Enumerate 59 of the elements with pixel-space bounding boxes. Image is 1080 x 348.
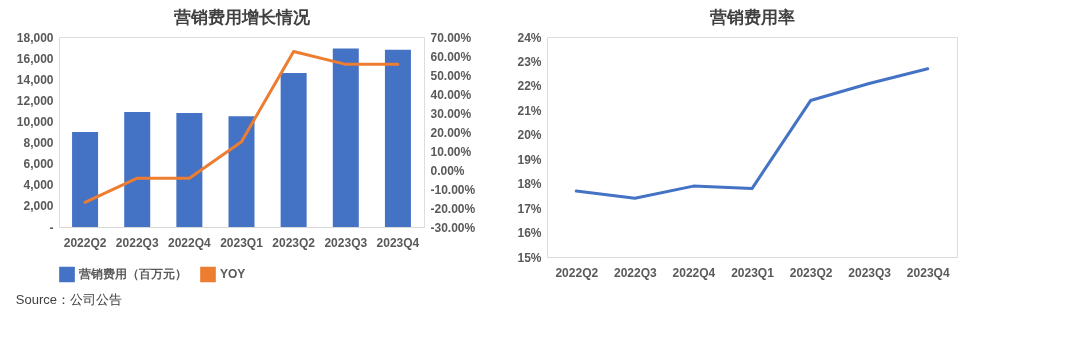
bar bbox=[176, 113, 203, 227]
x-tick-label: 2022Q4 bbox=[168, 235, 212, 250]
y-tick-label: 19% bbox=[517, 152, 542, 167]
y2-tick-label: -20.00% bbox=[430, 201, 476, 216]
x-tick-label: 2022Q3 bbox=[614, 265, 658, 280]
y-tick-label: 12,000 bbox=[16, 93, 54, 108]
line-series bbox=[83, 49, 400, 204]
y-tick-label: 6,000 bbox=[23, 157, 54, 172]
x-tick-label: 2023Q1 bbox=[220, 235, 264, 250]
bar bbox=[332, 48, 359, 227]
chart-title: 营销费用增长情况 bbox=[172, 8, 311, 27]
y-tick-label: - bbox=[49, 220, 54, 235]
y2-tick-label: 60.00% bbox=[430, 49, 472, 64]
y-tick-label: 22% bbox=[517, 79, 542, 94]
line-series bbox=[574, 67, 930, 200]
y2-tick-label: -10.00% bbox=[430, 182, 476, 197]
y2-tick-label: 20.00% bbox=[430, 125, 472, 140]
legend-label: 营销费用（百万元） bbox=[78, 267, 187, 282]
chart-title: 营销费用率 bbox=[708, 8, 795, 27]
y-tick-label: 18,000 bbox=[16, 30, 54, 45]
y-tick-label: 15% bbox=[517, 250, 542, 265]
x-tick-label: 2023Q4 bbox=[376, 235, 420, 250]
bar bbox=[280, 72, 307, 227]
y-tick-label: 18% bbox=[517, 177, 542, 192]
x-tick-label: 2023Q3 bbox=[848, 265, 892, 280]
x-tick-label: 2022Q2 bbox=[63, 235, 107, 250]
x-tick-label: 2022Q4 bbox=[672, 265, 716, 280]
y2-tick-label: 30.00% bbox=[430, 106, 472, 121]
x-tick-label: 2023Q4 bbox=[906, 265, 950, 280]
y2-tick-label: 40.00% bbox=[430, 87, 472, 102]
y2-tick-label: 70.00% bbox=[430, 30, 472, 45]
source-note: Source：公司公告 bbox=[15, 291, 122, 307]
bar bbox=[384, 49, 411, 227]
x-tick-label: 2023Q1 bbox=[731, 265, 775, 280]
y-tick-label: 20% bbox=[517, 128, 542, 143]
y-tick-label: 17% bbox=[517, 201, 542, 216]
x-tick-label: 2023Q2 bbox=[272, 235, 316, 250]
y-tick-label: 4,000 bbox=[23, 178, 54, 193]
y-tick-label: 10,000 bbox=[16, 114, 54, 129]
y-tick-label: 23% bbox=[517, 54, 542, 69]
x-tick-label: 2023Q2 bbox=[789, 265, 833, 280]
bar bbox=[72, 132, 99, 227]
y2-tick-label: 0.00% bbox=[430, 163, 465, 178]
bar bbox=[228, 116, 255, 227]
bar bbox=[124, 111, 151, 227]
y-tick-label: 2,000 bbox=[23, 199, 54, 214]
x-tick-label: 2022Q2 bbox=[555, 265, 599, 280]
y2-tick-label: 10.00% bbox=[430, 144, 472, 159]
y-tick-label: 14,000 bbox=[16, 72, 54, 87]
y-tick-label: 24% bbox=[517, 30, 542, 45]
y2-tick-label: -30.00% bbox=[430, 220, 476, 235]
y2-tick-label: 50.00% bbox=[430, 68, 472, 83]
x-tick-label: 2023Q3 bbox=[324, 235, 368, 250]
y-tick-label: 16% bbox=[517, 226, 542, 241]
x-tick-label: 2022Q3 bbox=[115, 235, 159, 250]
y-tick-label: 21% bbox=[517, 103, 542, 118]
y-tick-label: 16,000 bbox=[16, 51, 54, 66]
legend-label: YOY bbox=[220, 267, 246, 282]
y-tick-label: 8,000 bbox=[23, 136, 54, 151]
